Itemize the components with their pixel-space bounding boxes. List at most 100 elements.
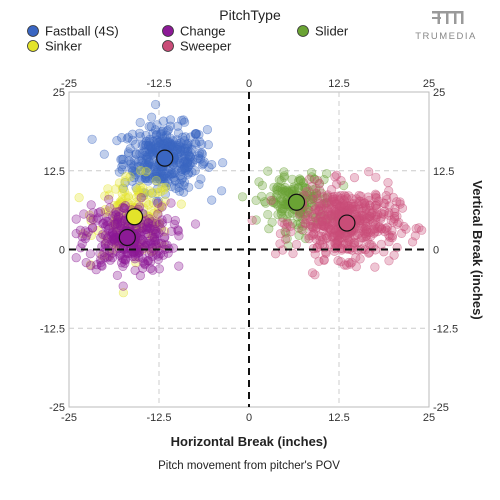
sweeper-point bbox=[311, 188, 322, 198]
slider-point bbox=[287, 184, 297, 195]
fastball-4s-point bbox=[122, 134, 132, 144]
sinker-point bbox=[176, 199, 186, 209]
sweeper-point bbox=[384, 256, 394, 266]
fastball-4s-point bbox=[173, 121, 183, 131]
fastball-4s-point bbox=[117, 133, 127, 143]
sweeper-point bbox=[354, 228, 364, 238]
sweeper-point bbox=[266, 195, 276, 206]
sweeper-point bbox=[317, 220, 327, 230]
change-point bbox=[169, 219, 179, 229]
change-point bbox=[153, 209, 163, 219]
fastball-4s-point bbox=[99, 149, 109, 159]
sweeper-point bbox=[377, 208, 387, 218]
slider-point bbox=[279, 172, 289, 182]
sweeper-point bbox=[365, 206, 375, 216]
chart-caption: Pitch movement from pitcher's POV bbox=[158, 460, 340, 472]
fastball-4s-point bbox=[179, 177, 190, 187]
sinker-point bbox=[118, 288, 128, 298]
sinker-point bbox=[138, 183, 148, 193]
slider-point bbox=[269, 182, 279, 192]
sweeper-point bbox=[384, 208, 394, 218]
sweeper-point bbox=[361, 226, 371, 236]
change-point bbox=[81, 258, 91, 268]
sweeper-point bbox=[316, 231, 326, 241]
sweeper-point bbox=[304, 234, 314, 244]
sweeper-point bbox=[387, 231, 398, 241]
change-point bbox=[143, 223, 153, 233]
plot-area bbox=[68, 91, 430, 408]
fastball-4s-point bbox=[151, 99, 161, 110]
fastball-4s-point bbox=[123, 147, 134, 157]
sweeper-point bbox=[333, 236, 343, 246]
legend-swatch-slider bbox=[297, 25, 309, 37]
change-point bbox=[96, 257, 106, 267]
legend-label-fastball-4s: Fastball (4S) bbox=[45, 24, 119, 39]
legend-label-change: Change bbox=[180, 24, 226, 39]
fastball-4s-point bbox=[152, 129, 162, 139]
fastball-4s-point bbox=[190, 129, 200, 139]
x-tick-label-bottom: 0 bbox=[246, 412, 252, 424]
slider-point bbox=[339, 180, 349, 191]
fastball-4s-point bbox=[197, 160, 207, 170]
fastball-4s-point bbox=[197, 149, 207, 159]
sweeper-point bbox=[390, 211, 400, 221]
change-point bbox=[170, 215, 180, 226]
change-point bbox=[71, 253, 81, 263]
sinker-point bbox=[155, 187, 166, 197]
y-tick-label-left: 0 bbox=[59, 245, 65, 257]
centroids bbox=[118, 149, 356, 247]
change-point bbox=[151, 218, 161, 228]
slider-point bbox=[294, 230, 304, 240]
x-tick-label-top: 0 bbox=[246, 78, 252, 90]
sweeper-centroid bbox=[338, 214, 356, 232]
legend-label-sweeper: Sweeper bbox=[180, 39, 232, 54]
change-point bbox=[120, 258, 130, 268]
slider-point bbox=[296, 175, 306, 185]
fastball-4s-point bbox=[152, 162, 162, 172]
y-tick-label-right: 25 bbox=[433, 87, 445, 99]
sweeper-point bbox=[376, 212, 386, 222]
sweeper-point bbox=[332, 170, 342, 180]
sweeper-point bbox=[371, 172, 381, 182]
sweeper-point bbox=[323, 210, 333, 220]
zero-axes bbox=[69, 92, 429, 407]
change-point bbox=[160, 232, 170, 242]
change-point bbox=[105, 223, 115, 233]
sweeper-point bbox=[361, 217, 371, 227]
change-point bbox=[88, 208, 98, 218]
sweeper-point bbox=[313, 176, 323, 186]
change-point bbox=[190, 219, 201, 229]
change-point bbox=[138, 257, 148, 267]
fastball-4s-point bbox=[150, 172, 161, 182]
fastball-4s-point bbox=[207, 160, 217, 170]
sweeper-point bbox=[392, 242, 402, 253]
change-point bbox=[166, 198, 176, 208]
fastball-4s-point bbox=[147, 112, 157, 122]
y-tick-label-right: -25 bbox=[433, 402, 449, 414]
fastball-4s-point bbox=[130, 139, 141, 149]
sinker-point bbox=[74, 193, 84, 203]
fastball-4s-point bbox=[163, 177, 173, 187]
fastball-4s-point bbox=[197, 139, 207, 149]
fastball-4s-point bbox=[131, 149, 141, 159]
sweeper-point bbox=[351, 204, 361, 214]
sweeper-point bbox=[364, 167, 374, 177]
sweeper-point bbox=[351, 252, 361, 263]
change-point bbox=[71, 214, 81, 224]
sweeper-point bbox=[297, 224, 307, 235]
sweeper-point bbox=[302, 187, 312, 197]
fastball-4s-point bbox=[135, 162, 145, 172]
change-point bbox=[107, 248, 117, 258]
sweeper-point bbox=[370, 189, 381, 199]
sweeper-point bbox=[351, 194, 362, 204]
slider-point bbox=[287, 174, 297, 184]
fastball-4s-point bbox=[135, 117, 145, 128]
legend-label-sinker: Sinker bbox=[45, 39, 83, 54]
legend-label-slider: Slider bbox=[315, 24, 349, 39]
change-point bbox=[173, 226, 183, 236]
sweeper-point bbox=[381, 191, 391, 201]
sweeper-point bbox=[321, 198, 331, 208]
sweeper-point bbox=[377, 224, 387, 234]
sweeper-point bbox=[301, 214, 311, 224]
